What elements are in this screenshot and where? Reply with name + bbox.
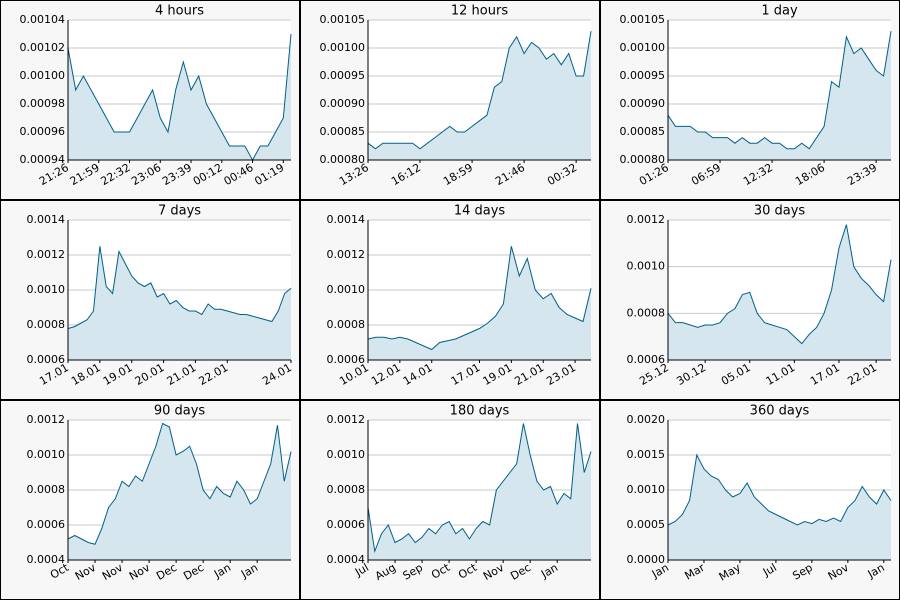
- y-tick-label: 0.00100: [620, 41, 666, 54]
- y-tick-label: 0.0000: [627, 553, 666, 566]
- area-fill: [668, 224, 891, 360]
- y-tick-label: 0.00105: [620, 13, 666, 26]
- y-tick-label: 0.00094: [20, 153, 66, 166]
- area-fill: [68, 34, 291, 160]
- y-tick-label: 0.0006: [327, 353, 366, 366]
- chart-title: 30 days: [754, 204, 806, 219]
- y-tick-label: 0.0005: [627, 518, 666, 531]
- x-tick-label: Jul: [352, 561, 371, 579]
- y-tick-label: 0.0012: [27, 413, 66, 426]
- price-line: [367, 31, 592, 150]
- y-tick-label: 0.0008: [327, 483, 366, 496]
- y-tick-label: 0.0010: [27, 448, 66, 461]
- y-tick-label: 0.0004: [27, 553, 66, 566]
- area-fill: [68, 246, 291, 360]
- price-line: [67, 422, 292, 545]
- y-tick-label: 0.00085: [320, 125, 366, 138]
- y-tick-label: 0.00085: [620, 125, 666, 138]
- y-tick-label: 0.00095: [320, 69, 366, 82]
- area-fill: [68, 423, 291, 560]
- y-tick-label: 0.00102: [20, 41, 66, 54]
- y-tick-label: 0.0008: [27, 318, 66, 331]
- y-tick-label: 0.0008: [627, 306, 666, 319]
- y-tick-label: 0.00100: [20, 69, 66, 82]
- chart-title: 12 hours: [451, 4, 508, 19]
- chart-title: 1 day: [761, 4, 798, 19]
- price-line: [667, 453, 892, 526]
- y-tick-label: 0.00080: [320, 153, 366, 166]
- price-line: [667, 224, 892, 345]
- chart-title: 7 days: [158, 204, 201, 219]
- y-tick-label: 0.0006: [327, 518, 366, 531]
- y-tick-label: 0.0010: [627, 260, 666, 273]
- y-tick-label: 0.00080: [620, 153, 666, 166]
- y-tick-label: 0.0014: [327, 213, 366, 226]
- chart-title: 180 days: [450, 404, 510, 419]
- y-tick-label: 0.0010: [327, 283, 366, 296]
- area-fill: [368, 423, 591, 560]
- price-line: [67, 33, 292, 162]
- price-line: [67, 246, 292, 329]
- x-tick-label: Jul: [760, 561, 779, 579]
- area-fill: [368, 31, 591, 161]
- y-tick-label: 0.0020: [627, 413, 666, 426]
- y-tick-label: 0.00098: [20, 97, 66, 110]
- y-tick-label: 0.00090: [320, 97, 366, 110]
- y-tick-label: 0.0010: [327, 448, 366, 461]
- y-tick-label: 0.0006: [27, 518, 66, 531]
- chart-title: 4 hours: [155, 4, 204, 19]
- area-fill: [668, 31, 891, 161]
- y-tick-label: 0.0012: [327, 248, 366, 261]
- area-fill: [668, 455, 891, 560]
- y-tick-label: 0.0008: [327, 318, 366, 331]
- y-tick-label: 0.00090: [620, 97, 666, 110]
- area-fill: [368, 246, 591, 360]
- y-tick-label: 0.0010: [627, 483, 666, 496]
- y-tick-label: 0.00105: [320, 13, 366, 26]
- y-tick-label: 0.0012: [27, 248, 66, 261]
- y-tick-label: 0.0015: [627, 448, 666, 461]
- y-tick-label: 0.0006: [27, 353, 66, 366]
- y-tick-label: 0.0004: [327, 553, 366, 566]
- y-tick-label: 0.00095: [620, 69, 666, 82]
- y-tick-label: 0.0014: [27, 213, 66, 226]
- y-tick-label: 0.0010: [27, 283, 66, 296]
- y-tick-label: 0.0012: [627, 213, 666, 226]
- y-tick-label: 0.0008: [27, 483, 66, 496]
- y-tick-label: 0.00104: [20, 13, 66, 26]
- y-tick-label: 0.0006: [627, 353, 666, 366]
- y-tick-label: 0.00100: [320, 41, 366, 54]
- chart-title: 90 days: [154, 404, 206, 419]
- y-tick-label: 0.00096: [20, 125, 66, 138]
- y-tick-label: 0.0012: [327, 413, 366, 426]
- price-line: [367, 423, 592, 554]
- price-line: [367, 246, 592, 351]
- price-line: [667, 31, 892, 150]
- chart-title: 14 days: [454, 204, 506, 219]
- chart-title: 360 days: [750, 404, 810, 419]
